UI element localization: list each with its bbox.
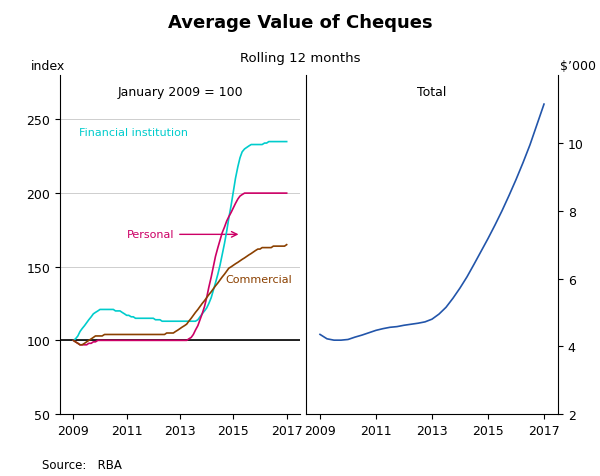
Text: index: index	[31, 60, 65, 73]
Text: Average Value of Cheques: Average Value of Cheques	[167, 14, 433, 32]
Text: January 2009 = 100: January 2009 = 100	[117, 86, 243, 99]
Text: Personal: Personal	[127, 230, 237, 240]
Text: Financial institution: Financial institution	[79, 128, 188, 138]
Text: $’000: $’000	[560, 60, 596, 73]
Text: Total: Total	[418, 86, 446, 99]
Text: Commercial: Commercial	[226, 274, 292, 284]
Text: Rolling 12 months: Rolling 12 months	[240, 52, 360, 65]
Text: Source:   RBA: Source: RBA	[42, 458, 122, 471]
